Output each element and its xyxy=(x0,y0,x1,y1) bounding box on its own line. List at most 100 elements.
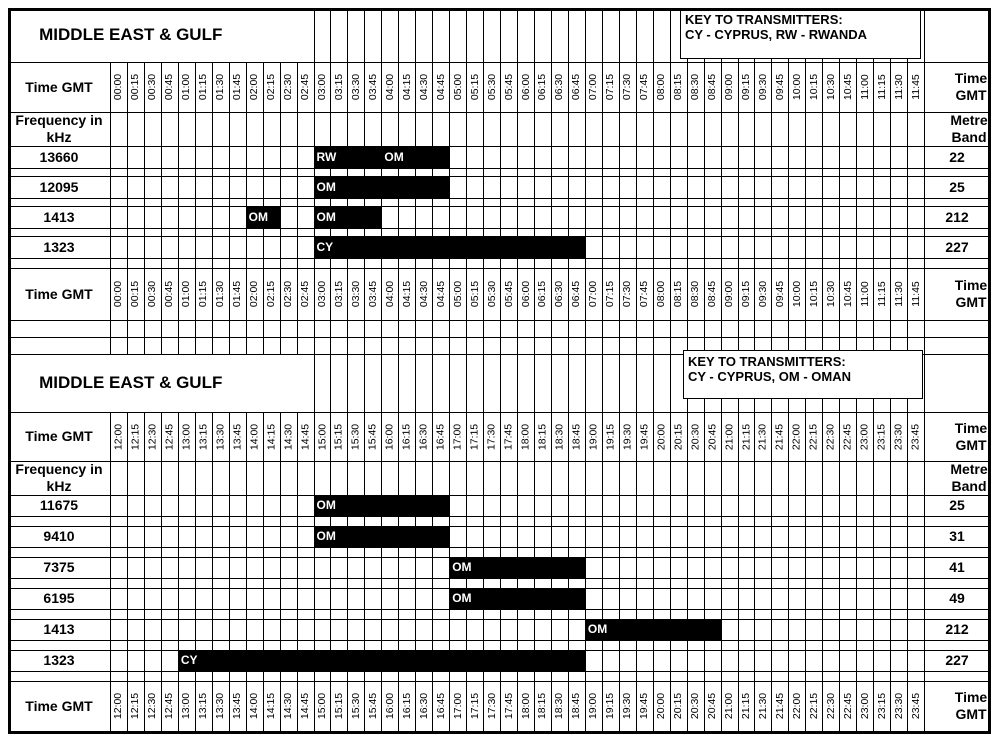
header-row-cell xyxy=(466,62,485,113)
spacer-row-cell xyxy=(907,228,926,237)
time-slot-label: 01:00 xyxy=(180,73,193,101)
frequency-row-cell xyxy=(720,650,739,672)
frequency-row-cell xyxy=(601,236,620,259)
frequency-header-row-cell xyxy=(618,461,637,496)
frequency-value: 1413 xyxy=(43,208,75,225)
frequency-row-cell xyxy=(262,495,281,517)
blank-row-cell xyxy=(822,320,841,338)
blank-row-cell xyxy=(788,320,807,338)
blank-row-cell xyxy=(313,337,332,355)
time-slot-label: 07:00 xyxy=(587,73,600,101)
frequency-header-row-cell xyxy=(754,112,773,147)
frequency-row-cell xyxy=(262,588,281,610)
blank-row-cell xyxy=(194,320,213,338)
time-slot-label: 07:30 xyxy=(621,73,634,101)
frequency-row-cell xyxy=(110,236,128,259)
frequency-row-cell xyxy=(856,495,875,517)
time-slot-label: 06:45 xyxy=(570,280,583,308)
frequency-header-row-cell xyxy=(669,461,688,496)
time-slot-label: 23:15 xyxy=(875,423,888,450)
time-slot-label: 05:30 xyxy=(485,73,498,101)
frequency-header-row-cell xyxy=(601,461,620,496)
transmitter-code: OM xyxy=(384,150,404,164)
frequency-row-cell xyxy=(669,236,688,259)
spacer-row-cell xyxy=(245,516,264,527)
time-slot-label: 02:30 xyxy=(282,73,295,101)
header-row-cell xyxy=(754,62,773,113)
frequency-row-cell xyxy=(805,236,824,259)
frequency-row-cell xyxy=(720,557,739,579)
frequency-row-cell xyxy=(822,588,841,610)
frequency-row-cell xyxy=(635,146,654,169)
blank-row-cell xyxy=(211,320,230,338)
spacer-row-cell xyxy=(211,578,230,589)
transmission-bar xyxy=(313,236,586,259)
frequency-row-cell xyxy=(313,588,332,610)
spacer-row-cell xyxy=(364,258,383,269)
frequency-header-row-cell xyxy=(856,461,875,496)
time-slot-label: 00:30 xyxy=(146,280,159,308)
blank-row-cell xyxy=(720,320,739,338)
spacer-row-cell xyxy=(584,168,603,177)
header-row-cell xyxy=(228,412,247,462)
spacer-row-cell xyxy=(669,228,688,237)
frequency-row-cell xyxy=(686,650,705,672)
key-text: CY - CYPRUS, RW - RWANDA xyxy=(685,27,868,42)
frequency-value: 12095 xyxy=(39,178,79,195)
frequency-row-cell xyxy=(788,146,807,169)
spacer-row-cell xyxy=(754,198,773,207)
spacer-row-cell xyxy=(228,547,247,558)
frequency-row-cell xyxy=(550,526,569,548)
footer-row-cell xyxy=(381,268,400,321)
footer-row-cell xyxy=(330,268,349,321)
metre-band-value: 31 xyxy=(949,528,965,544)
spacer-row-cell xyxy=(398,198,417,207)
frequency-row-cell xyxy=(347,588,366,610)
time-slot-label: 00:00 xyxy=(112,280,125,308)
time-slot-label: 17:15 xyxy=(468,692,481,720)
spacer-row-cell xyxy=(330,258,349,269)
spacer-row-cell xyxy=(550,516,569,527)
frequency-header-row-cell xyxy=(907,461,926,496)
frequency-row-cell xyxy=(822,619,841,641)
frequency-row-cell xyxy=(720,526,739,548)
time-slot-label: 12:30 xyxy=(146,423,159,450)
blank-row-cell xyxy=(771,320,790,338)
frequency-row-cell xyxy=(618,588,637,610)
spacer-row-cell xyxy=(890,258,909,269)
time-slot-label: 11:30 xyxy=(892,74,905,100)
frequency-header-row-cell xyxy=(279,461,298,496)
title-row-cell xyxy=(618,354,637,413)
spacer-row-cell xyxy=(432,258,451,269)
header-row-cell xyxy=(703,62,722,113)
frequency-row-cell xyxy=(737,619,756,641)
time-slot-label: 13:00 xyxy=(180,423,193,450)
transmitter-code: OM xyxy=(316,180,336,194)
metre-band-value: 212 xyxy=(945,208,969,225)
frequency-row-cell xyxy=(601,176,620,199)
frequency-row-cell xyxy=(890,588,909,610)
frequency-row-cell xyxy=(296,495,315,517)
footer-row-cell xyxy=(669,268,688,321)
time-slot-label: 03:15 xyxy=(332,73,345,101)
frequency-row-cell xyxy=(907,526,926,548)
title-row-cell xyxy=(584,354,603,413)
spacer-row-cell xyxy=(143,258,162,269)
spacer-row-cell xyxy=(720,168,739,177)
frequency-row-cell xyxy=(805,650,824,672)
spacer-row-cell xyxy=(517,198,535,207)
blank-row-cell xyxy=(126,337,145,355)
frequency-row-cell xyxy=(618,176,637,199)
frequency-row-cell xyxy=(584,146,603,169)
time-slot-label: 20:45 xyxy=(706,692,719,720)
spacer-row-cell xyxy=(296,547,315,558)
frequency-row-cell xyxy=(720,146,739,169)
frequency-row-cell xyxy=(534,206,552,229)
time-slot-label: 02:45 xyxy=(299,280,312,308)
frequency-row-cell xyxy=(110,176,128,199)
time-gmt-label: Time GMT xyxy=(25,697,93,714)
title-row-cell xyxy=(635,8,654,63)
frequency-row-cell xyxy=(822,206,841,229)
frequency-row-cell xyxy=(839,557,858,579)
blank-row-cell xyxy=(381,337,400,355)
